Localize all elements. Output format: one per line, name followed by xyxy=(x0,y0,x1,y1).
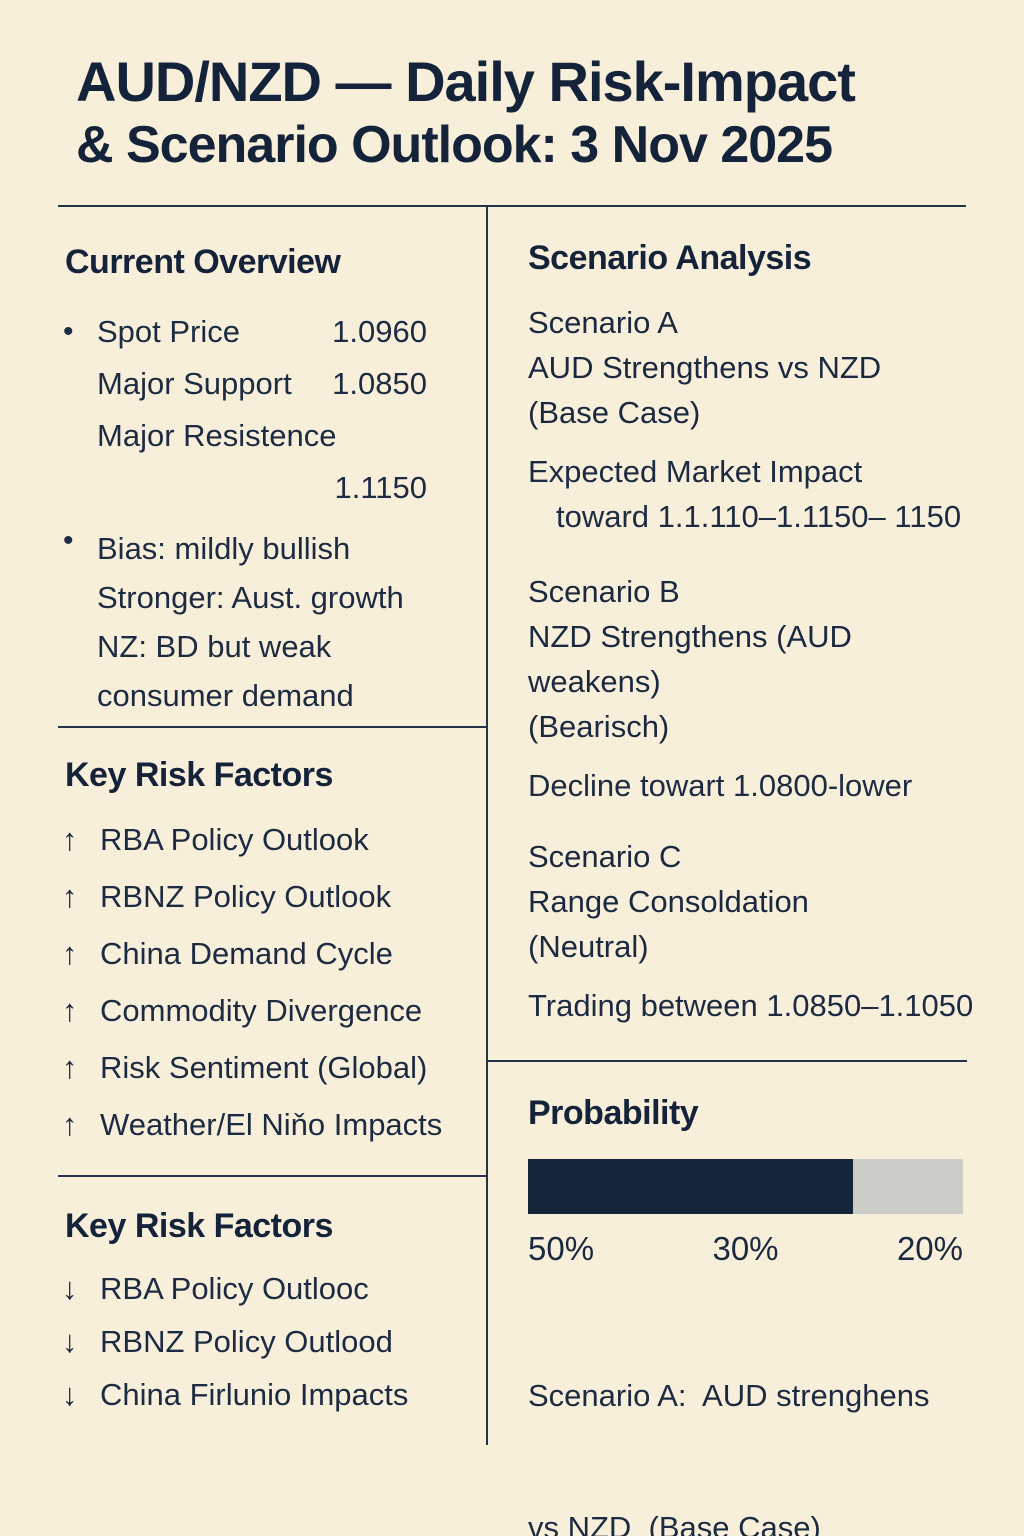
overview-row-label: Major Support xyxy=(97,365,292,401)
overview-row: Major Resistence xyxy=(65,410,427,462)
bullet-icon: • xyxy=(63,314,74,348)
bias-group: • Bias: mildly bullish Stronger: Aust. g… xyxy=(63,523,427,720)
risk-item: ↓ RBNZ Policy Outlood xyxy=(62,1315,486,1368)
risk-item: ↑ Commodity Divergence xyxy=(62,982,486,1039)
scenario-c-line2: (Neutral) xyxy=(528,928,649,964)
risk-item-label: RBNZ Policy Outlook xyxy=(100,878,392,914)
section-divider xyxy=(58,725,486,728)
up-arrow-icon: ↑ xyxy=(62,935,78,971)
probability-footer-line2: vs NZD (Base Case) xyxy=(528,1509,821,1536)
scenario-c-line1: Range Consoldation xyxy=(528,883,809,919)
scenario-b-impact: Decline towart 1.0800-lower xyxy=(528,763,984,808)
risk-item: ↑ Weather/El Niňo Impacts xyxy=(62,1096,486,1153)
bias-line: Bias: mildly bullish xyxy=(97,530,351,566)
bias-line: Stronger: Aust. growth xyxy=(97,579,404,615)
risk-down-list: ↓ RBA Policy Outlooc ↓ RBNZ Policy Outlo… xyxy=(62,1262,486,1421)
left-column: Current Overview • Spot Price 1.0960 Maj… xyxy=(0,206,488,1445)
scenario-a-impact-label: Expected Market Impact xyxy=(528,453,863,489)
bullet-icon: • xyxy=(63,523,74,557)
current-overview-heading: Current Overview xyxy=(65,242,341,281)
scenario-analysis-heading: Scenario Analysis xyxy=(528,238,812,277)
up-arrow-icon: ↑ xyxy=(62,878,78,914)
scenario-b-block: Scenario B NZD Strengthens (AUD weakens)… xyxy=(528,569,984,749)
scenario-c-block: Scenario C Range Consoldation (Neutral) xyxy=(528,834,984,969)
scenario-a-title: Scenario A xyxy=(528,304,678,340)
up-arrow-icon: ↑ xyxy=(62,1049,78,1085)
bias-line: consumer demand xyxy=(97,677,354,713)
risk-item-label: RBNZ Policy Outlood xyxy=(100,1323,393,1359)
header-divider xyxy=(58,204,966,207)
risk-item: ↓ China Firlunio Impacts xyxy=(62,1368,486,1421)
probability-label-50: 50% xyxy=(528,1229,595,1267)
probability-footer: Scenario A: AUD strenghens vs NZD (Base … xyxy=(528,1286,984,1536)
probability-label-30: 30% xyxy=(712,1229,779,1267)
probability-label-20: 20% xyxy=(896,1229,963,1267)
up-arrow-icon: ↑ xyxy=(62,992,78,1028)
risk-item-label: Commodity Divergence xyxy=(100,992,423,1028)
risk-item-label: RBA Policy Outlooc xyxy=(100,1270,369,1306)
overview-row: Major Support 1.0850 xyxy=(65,358,427,410)
overview-row-value: 1.0960 xyxy=(332,313,427,349)
risk-item-label: RBA Policy Outlook xyxy=(100,821,369,857)
probability-heading: Probability xyxy=(528,1093,699,1132)
down-arrow-icon: ↓ xyxy=(62,1323,78,1359)
overview-row-label: Spot Price xyxy=(97,313,241,349)
scenario-b-line1: NZD Strengthens (AUD weakens) xyxy=(528,618,852,699)
overview-list: • Spot Price 1.0960 Major Support 1.0850… xyxy=(63,306,427,514)
scenario-b-impact-value: Decline towart 1.0800-lower xyxy=(528,767,913,803)
scenario-c-title: Scenario C xyxy=(528,838,682,874)
probability-footer-line1: Scenario A: AUD strenghens xyxy=(528,1377,930,1413)
right-column: Scenario Analysis Scenario A AUD Strengt… xyxy=(488,207,1024,1536)
scenario-a-line2: (Base Case) xyxy=(528,394,701,430)
risk-item: ↑ RBNZ Policy Outlook xyxy=(62,868,486,925)
probability-bar xyxy=(528,1158,963,1214)
scenario-a-impact-value: toward 1.1.110–1.1150– 1150 xyxy=(556,498,962,534)
probability-bar-dark-segment xyxy=(528,1158,853,1214)
risk-item-label: China Firlunio Impacts xyxy=(100,1376,409,1412)
risk-item: ↑ China Demand Cycle xyxy=(62,925,486,982)
scenario-a-impact: Expected Market Impact toward 1.1.110–1.… xyxy=(528,449,984,539)
risk-item: ↑ RBA Policy Outlook xyxy=(62,811,486,868)
page-title-line1: AUD/NZD — Daily Risk-Impact xyxy=(76,50,856,113)
key-risk-factors-up-heading: Key Risk Factors xyxy=(65,755,333,794)
scenario-c-impact: Trading between 1.0850–1.1050 xyxy=(528,983,984,1028)
risk-item-label: Weather/El Niňo Impacts xyxy=(100,1106,443,1142)
content-columns: Current Overview • Spot Price 1.0960 Maj… xyxy=(0,206,1024,1536)
scenario-c-impact-value: Trading between 1.0850–1.1050 xyxy=(528,987,974,1023)
scenario-b-line2: (Bearisch) xyxy=(528,708,670,744)
scenario-a-line1: AUD Strengthens vs NZD xyxy=(528,349,882,385)
probability-bar-gray-segment xyxy=(852,1158,963,1214)
probability-divider xyxy=(488,1059,967,1062)
down-arrow-icon: ↓ xyxy=(62,1270,78,1306)
risk-item-label: Risk Sentiment (Global) xyxy=(100,1049,428,1085)
overview-row-label: Major Resistence xyxy=(97,417,337,453)
overview-row-value: 1.0850 xyxy=(332,365,427,401)
scenario-b-title: Scenario B xyxy=(528,573,680,609)
risk-up-list: ↑ RBA Policy Outlook ↑ RBNZ Policy Outlo… xyxy=(62,811,486,1153)
overview-row: 1.1150 xyxy=(65,462,427,514)
risk-item: ↓ RBA Policy Outlooc xyxy=(62,1262,486,1315)
section-divider xyxy=(58,1174,486,1177)
risk-item: ↑ Risk Sentiment (Global) xyxy=(62,1039,486,1096)
risk-item-label: China Demand Cycle xyxy=(100,935,393,971)
page-title-line2: & Scenario Outlook: 3 Nov 2025 xyxy=(76,116,833,175)
overview-row-value: 1.1150 xyxy=(334,469,427,505)
bias-line: NZ: BD but weak xyxy=(97,628,332,664)
up-arrow-icon: ↑ xyxy=(62,1106,78,1142)
overview-row: • Spot Price 1.0960 xyxy=(63,306,427,358)
probability-labels: 50% 30% 20% xyxy=(528,1230,963,1268)
up-arrow-icon: ↑ xyxy=(62,821,78,857)
scenario-a-block: Scenario A AUD Strengthens vs NZD (Base … xyxy=(528,300,984,435)
page-header: AUD/NZD — Daily Risk-Impact & Scenario O… xyxy=(0,0,1024,177)
key-risk-factors-down-heading: Key Risk Factors xyxy=(65,1206,333,1245)
down-arrow-icon: ↓ xyxy=(62,1376,78,1412)
